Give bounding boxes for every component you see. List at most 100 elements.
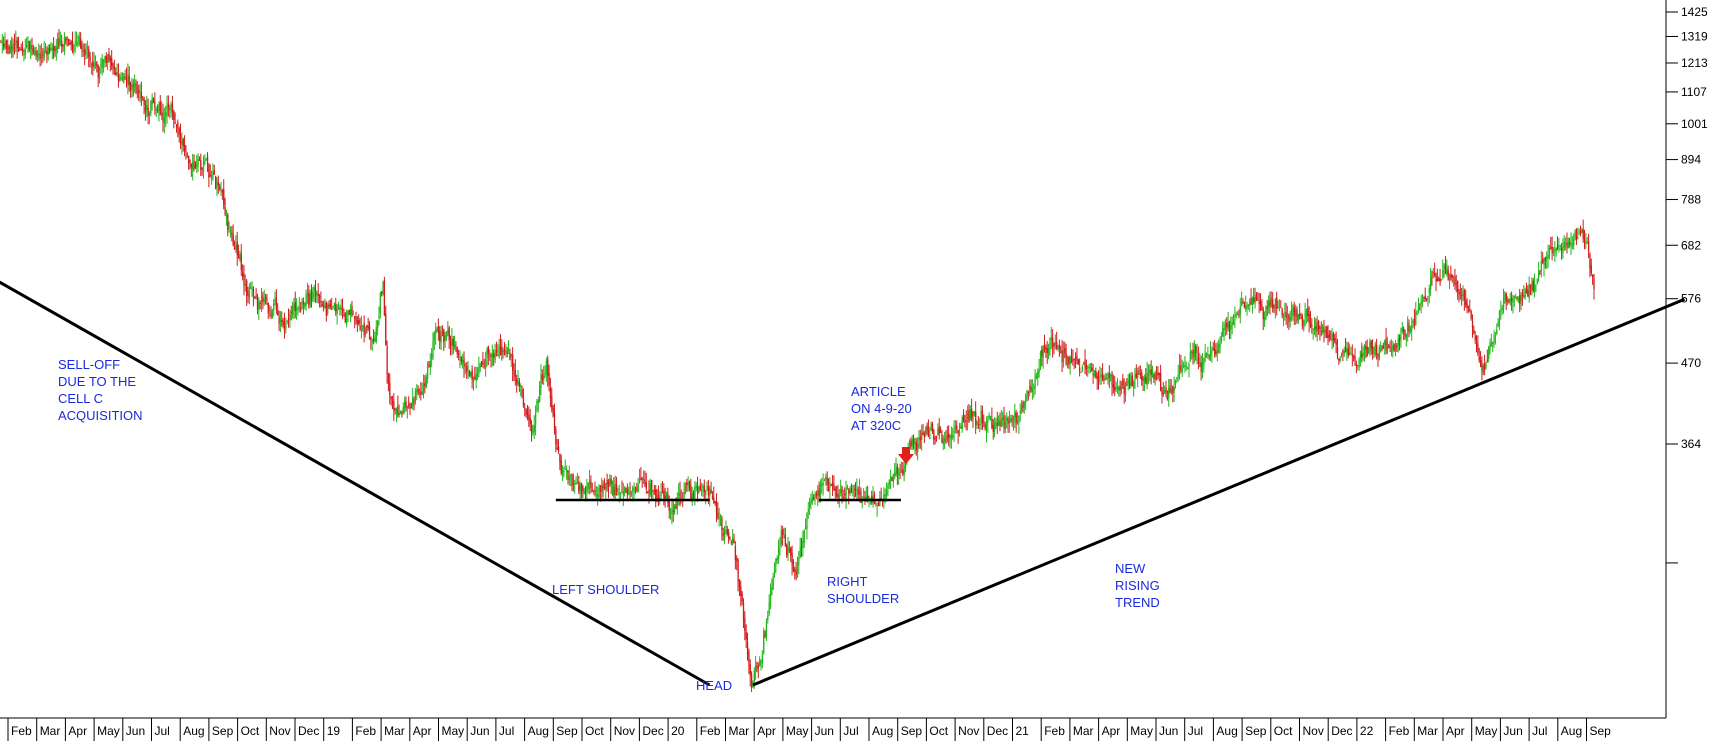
candle-body [638,479,641,484]
candle-body [1550,247,1552,249]
candle-body [1182,365,1185,367]
candle-body [923,433,926,437]
candle-body [1385,338,1387,350]
candle-body [441,332,444,334]
candle-body [517,380,519,386]
candle-body [390,396,392,400]
candle-body [613,487,615,496]
candle-body [1197,357,1200,364]
candle-body [174,122,176,124]
candle-body [652,490,654,494]
candle-body [21,49,24,53]
candle-body [117,73,120,81]
candle-body [293,303,295,310]
candle-body [1585,242,1587,245]
candle-body [1440,279,1443,281]
candle-body [910,440,912,446]
candle-body [532,430,534,434]
candle-body [421,391,423,395]
x-tick-label: Nov [958,724,979,738]
candle-body [721,517,723,531]
y-tick-label: 894 [1681,153,1701,167]
candle-body [1108,372,1111,378]
candle-body [42,54,44,56]
x-tick-label: Dec [1331,724,1352,738]
candle-body [15,40,17,43]
candle-body [804,526,807,530]
candle-body [1432,271,1435,274]
candle-body [786,545,788,556]
candlestick-series [0,29,1595,692]
candle-body [705,489,707,495]
candle-body [1278,310,1281,312]
candle-body [71,41,74,50]
candle-body [1299,314,1301,316]
candle-body [1143,378,1146,382]
candle-body [1471,321,1474,329]
candle-body [908,442,911,450]
candle-body [485,359,487,369]
candle-body [154,101,156,108]
candle-body [935,436,938,438]
candle-body [722,533,724,536]
candle-body [755,664,757,672]
candle-body [1362,352,1364,356]
candle-body [507,349,510,351]
candle-body [1165,388,1167,394]
candle-body [290,311,292,313]
candle-body [888,480,890,485]
candle-body [606,479,608,485]
candle-body [1513,295,1516,297]
candle-body [799,546,801,557]
candle-body [630,493,633,495]
x-tick-label: 22 [1360,724,1374,738]
candle-body [312,292,314,299]
candle-body [1257,299,1259,301]
candle-body [90,64,93,66]
candle-body [1149,369,1151,374]
candle-body [294,302,296,312]
candle-body [819,484,822,498]
candle-body [1533,284,1536,292]
candle-body [1018,416,1020,423]
candle-body [1216,350,1219,354]
candle-body [1436,278,1439,282]
candle-body [1313,326,1316,329]
candle-body [536,401,538,411]
candle-body [837,495,839,501]
candle-body [849,487,851,494]
candle-body [151,98,153,105]
candle-body [1578,233,1580,235]
candle-body [236,242,238,256]
candle-body [917,443,919,453]
candle-body [53,45,55,51]
candle-body [202,162,205,172]
x-tick-label: Nov [269,724,290,738]
candle-body [1074,357,1077,359]
candle-body [518,381,521,387]
candle-body [521,389,523,398]
candle-body [1543,258,1545,266]
candle-body [497,354,499,356]
candle-body [397,405,399,416]
candle-body [571,475,573,487]
candle-body [1539,270,1541,272]
candle-body [1226,322,1228,328]
candle-body [358,319,360,325]
candle-body [459,356,461,358]
candle-body [458,353,460,355]
candle-body [1274,299,1277,308]
candle-body [552,407,554,417]
candle-body [768,602,770,614]
candle-body [1219,342,1221,348]
candle-body [572,483,575,485]
candle-body [904,460,907,468]
candle-body [351,306,353,316]
x-tick-label: 20 [671,724,685,738]
candle-body [1458,290,1460,295]
candle-body [1515,297,1517,299]
candle-body [993,422,996,431]
candle-body [1419,303,1421,305]
x-tick-label: Aug [1216,724,1237,738]
candle-body [232,234,234,246]
